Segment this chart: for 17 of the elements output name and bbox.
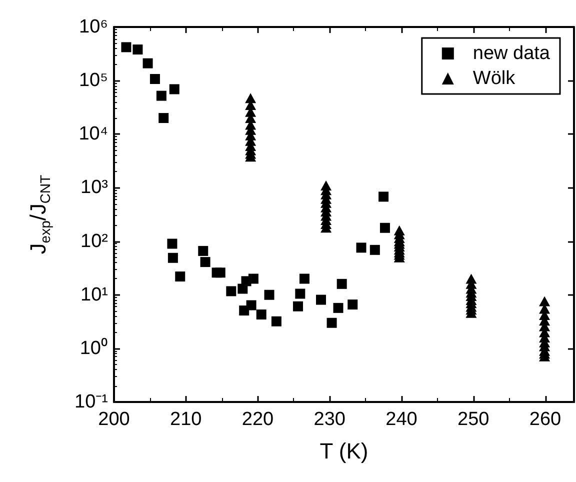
x-tick-label: 250 — [458, 409, 490, 430]
x-tick-label: 220 — [242, 409, 274, 430]
y-tick-label: 10³ — [80, 177, 108, 198]
x-tick-label: 260 — [529, 409, 562, 430]
y-tick-label: 10⁰ — [80, 336, 108, 359]
x-tick-label: 210 — [170, 409, 202, 430]
y-tick-label: 10¹ — [80, 284, 108, 306]
legend-label: new data — [472, 43, 550, 64]
x-tick-label: 230 — [314, 409, 346, 430]
x-axis-title: T (K) — [320, 438, 368, 464]
y-axis-title: Jexp/JCNT — [26, 174, 53, 254]
y-tick-label: 10⁶ — [79, 16, 108, 38]
y-tick-label: 10⁵ — [78, 70, 108, 92]
y-tick-label: 10⁴ — [78, 124, 108, 145]
x-tick-label: 240 — [386, 409, 418, 430]
y-tick-label: 10² — [80, 230, 108, 252]
legend-label: Wölk — [472, 68, 516, 89]
